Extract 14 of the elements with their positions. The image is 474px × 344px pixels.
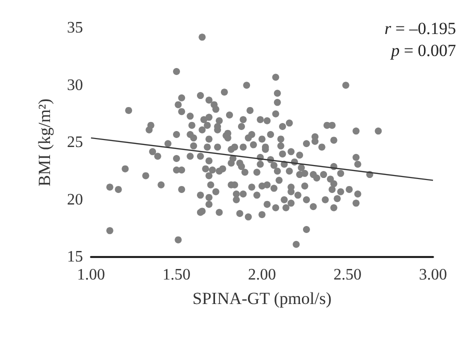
- y-tick-label: 25: [67, 134, 83, 151]
- annotation: p = 0.007: [390, 41, 456, 60]
- x-axis-title: SPINA-GT (pmol/s): [192, 289, 332, 308]
- x-tick-label: 2.50: [334, 266, 362, 284]
- x-tick-label: 2.00: [248, 266, 276, 284]
- y-tick-label: 20: [67, 191, 83, 208]
- x-tick-label: 1.50: [162, 266, 190, 284]
- y-tick-label: 15: [67, 248, 83, 266]
- x-tick-label: 3.00: [419, 266, 447, 284]
- y-tick-label: 35: [67, 20, 83, 36]
- annotation: r = –0.195: [384, 19, 456, 38]
- y-tick-label: 30: [67, 76, 83, 94]
- y-axis-title: BMI (kg/m²): [35, 98, 54, 186]
- x-tick-label: 1.00: [77, 266, 105, 284]
